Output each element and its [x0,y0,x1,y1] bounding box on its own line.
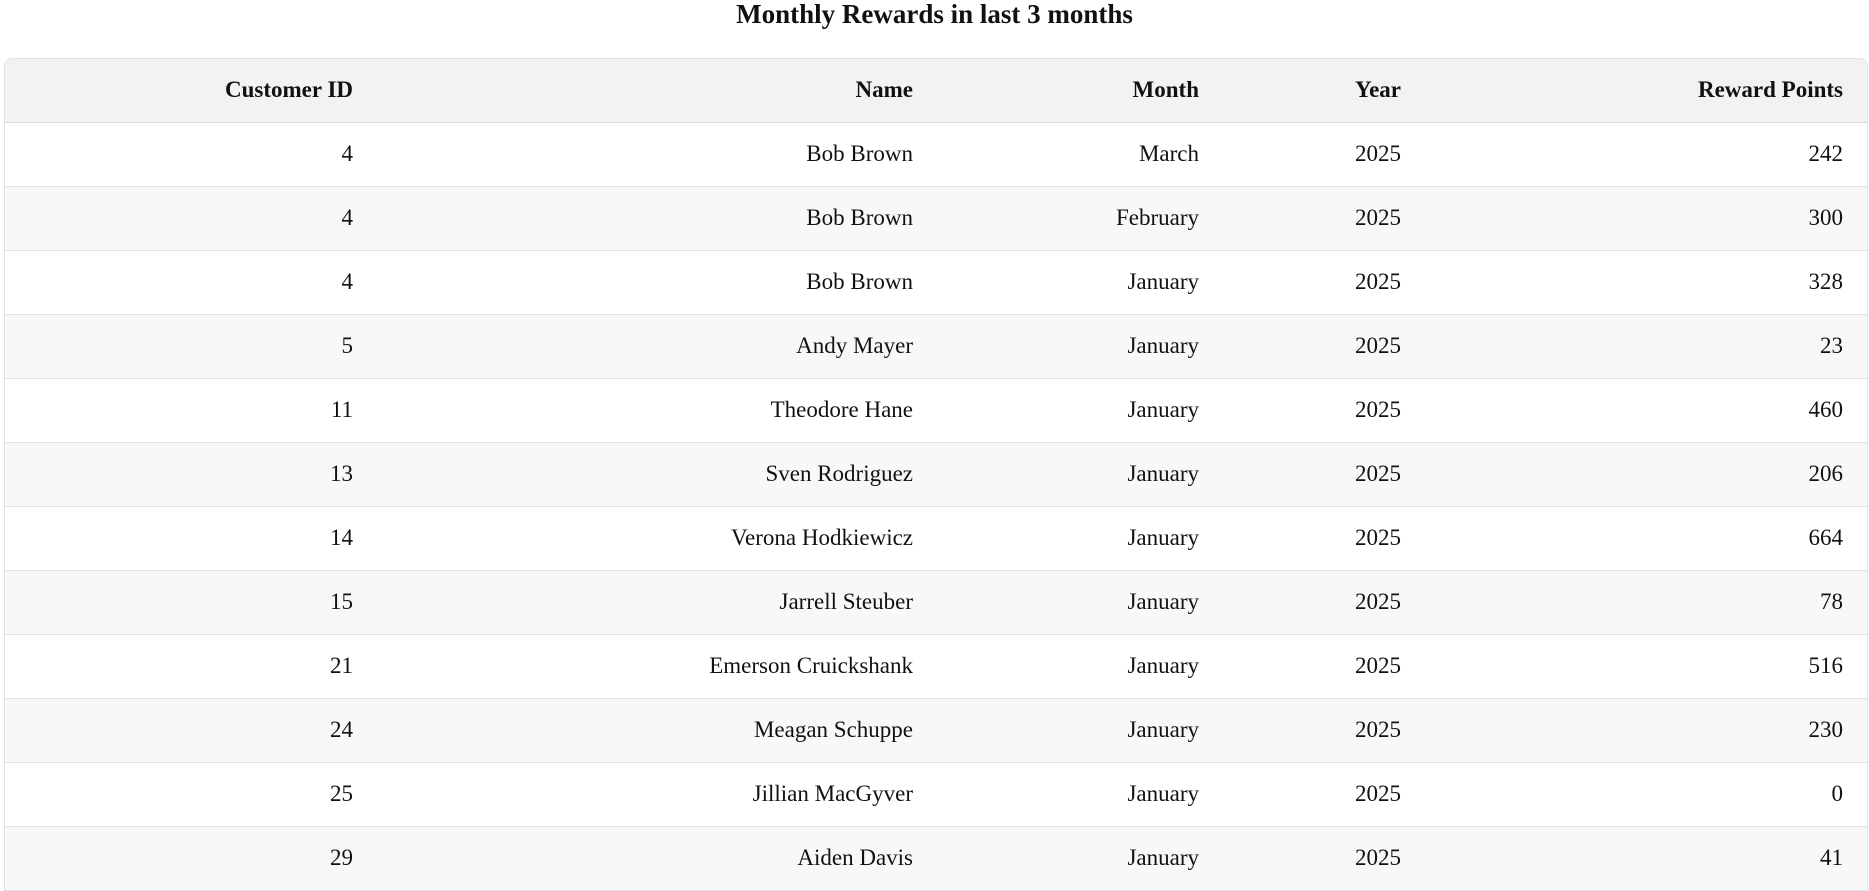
cell-customer-id: 13 [5,442,377,507]
cell-reward-points: 230 [1425,698,1867,763]
table-row: 4 Bob Brown March 2025 242 [5,122,1867,187]
cell-month: January [937,570,1223,635]
table-row: 13 Sven Rodriguez January 2025 206 [5,442,1867,507]
cell-reward-points: 460 [1425,378,1867,443]
page-title: Monthly Rewards in last 3 months [736,0,1133,29]
cell-year: 2025 [1223,122,1425,187]
table-row: 14 Verona Hodkiewicz January 2025 664 [5,506,1867,571]
cell-name: Bob Brown [377,250,937,315]
cell-customer-id: 24 [5,698,377,763]
cell-reward-points: 242 [1425,122,1867,187]
table-header: Customer ID Name Month Year Reward Point… [5,59,1867,123]
cell-reward-points: 328 [1425,250,1867,315]
column-header-month: Month [937,59,1223,123]
cell-customer-id: 14 [5,506,377,571]
table-row: 5 Andy Mayer January 2025 23 [5,314,1867,379]
cell-year: 2025 [1223,826,1425,891]
cell-customer-id: 21 [5,634,377,699]
cell-name: Jarrell Steuber [377,570,937,635]
cell-name: Jillian MacGyver [377,762,937,827]
cell-customer-id: 4 [5,122,377,187]
cell-year: 2025 [1223,762,1425,827]
cell-month: January [937,506,1223,571]
table-row: 29 Aiden Davis January 2025 41 [5,826,1867,891]
table-row: 24 Meagan Schuppe January 2025 230 [5,698,1867,763]
cell-reward-points: 206 [1425,442,1867,507]
cell-month: January [937,442,1223,507]
table-row: 11 Theodore Hane January 2025 460 [5,378,1867,443]
cell-reward-points: 664 [1425,506,1867,571]
cell-name: Aiden Davis [377,826,937,891]
cell-year: 2025 [1223,634,1425,699]
cell-reward-points: 300 [1425,186,1867,251]
cell-year: 2025 [1223,186,1425,251]
cell-customer-id: 15 [5,570,377,635]
cell-reward-points: 41 [1425,826,1867,891]
cell-customer-id: 4 [5,186,377,251]
rewards-table: Customer ID Name Month Year Reward Point… [5,59,1867,891]
cell-month: February [937,186,1223,251]
cell-name: Bob Brown [377,122,937,187]
cell-month: March [937,122,1223,187]
cell-reward-points: 516 [1425,634,1867,699]
cell-name: Emerson Cruickshank [377,634,937,699]
table-row: 15 Jarrell Steuber January 2025 78 [5,570,1867,635]
cell-month: January [937,762,1223,827]
rewards-table-container: Customer ID Name Month Year Reward Point… [4,58,1868,891]
cell-name: Andy Mayer [377,314,937,379]
column-header-name: Name [377,59,937,123]
cell-month: January [937,634,1223,699]
cell-month: January [937,250,1223,315]
cell-customer-id: 25 [5,762,377,827]
cell-reward-points: 0 [1425,762,1867,827]
cell-year: 2025 [1223,442,1425,507]
table-row: 21 Emerson Cruickshank January 2025 516 [5,634,1867,699]
cell-year: 2025 [1223,314,1425,379]
cell-customer-id: 29 [5,826,377,891]
cell-name: Sven Rodriguez [377,442,937,507]
table-header-row: Customer ID Name Month Year Reward Point… [5,59,1867,123]
cell-year: 2025 [1223,698,1425,763]
cell-year: 2025 [1223,250,1425,315]
cell-name: Bob Brown [377,186,937,251]
column-header-year: Year [1223,59,1425,123]
cell-name: Theodore Hane [377,378,937,443]
cell-name: Verona Hodkiewicz [377,506,937,571]
cell-month: January [937,314,1223,379]
cell-year: 2025 [1223,570,1425,635]
cell-month: January [937,826,1223,891]
column-header-reward-points: Reward Points [1425,59,1867,123]
column-header-customer-id: Customer ID [5,59,377,123]
table-body: 4 Bob Brown March 2025 242 4 Bob Brown February… [5,122,1867,891]
cell-customer-id: 5 [5,314,377,379]
table-row: 25 Jillian MacGyver January 2025 0 [5,762,1867,827]
cell-year: 2025 [1223,378,1425,443]
cell-customer-id: 11 [5,378,377,443]
cell-month: January [937,378,1223,443]
cell-name: Meagan Schuppe [377,698,937,763]
cell-reward-points: 23 [1425,314,1867,379]
cell-month: January [937,698,1223,763]
table-row: 4 Bob Brown February 2025 300 [5,186,1867,251]
cell-customer-id: 4 [5,250,377,315]
table-row: 4 Bob Brown January 2025 328 [5,250,1867,315]
cell-year: 2025 [1223,506,1425,571]
cell-reward-points: 78 [1425,570,1867,635]
